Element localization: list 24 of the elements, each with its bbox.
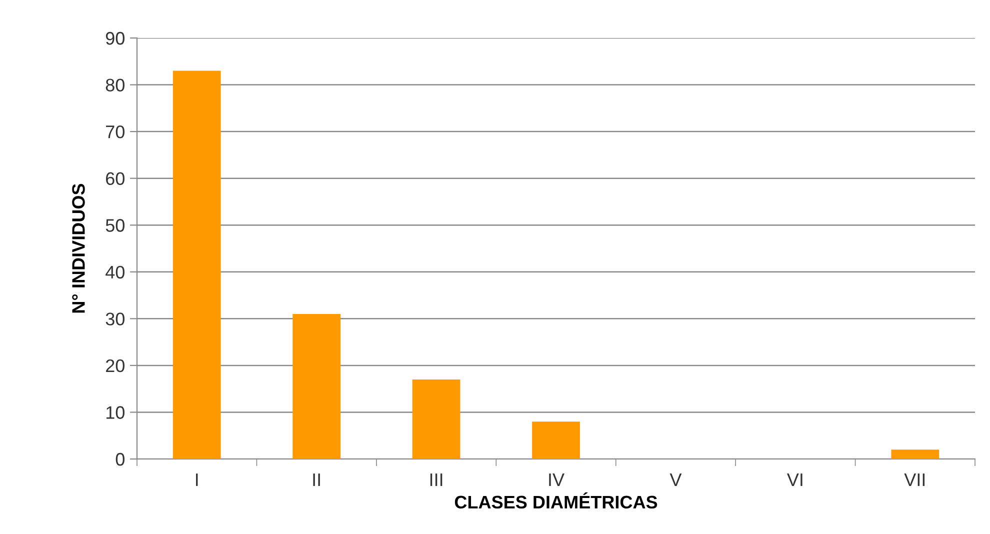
y-tick-label: 70 xyxy=(106,125,124,138)
y-tick-label: 90 xyxy=(106,32,124,45)
y-tick-label: 0 xyxy=(116,452,124,466)
y-tick-label: 80 xyxy=(106,78,124,92)
bar xyxy=(891,450,940,459)
x-tick-label: V xyxy=(670,474,682,486)
bar xyxy=(532,422,580,459)
y-tick-label: 50 xyxy=(106,219,124,232)
y-tick-label: 10 xyxy=(106,406,124,419)
y-tick-label: 20 xyxy=(106,359,124,372)
x-tick-label: VI xyxy=(786,474,802,486)
x-tick-label: III xyxy=(430,474,442,486)
bar xyxy=(292,314,341,459)
x-tick-label: IV xyxy=(549,474,564,486)
x-tick-label: II xyxy=(313,474,320,486)
x-axis-title: CLASES DIAMÉTRICAS xyxy=(454,492,658,509)
x-tick-label: VII xyxy=(904,474,925,486)
x-tick-label: I xyxy=(196,474,198,486)
y-tick-label: 40 xyxy=(106,266,124,279)
y-tick-label: 30 xyxy=(106,312,124,326)
y-tick-label: 60 xyxy=(106,172,124,186)
bar xyxy=(172,70,221,459)
bar xyxy=(412,379,460,459)
y-axis-title: N° INDIVIDUOS xyxy=(72,184,85,313)
